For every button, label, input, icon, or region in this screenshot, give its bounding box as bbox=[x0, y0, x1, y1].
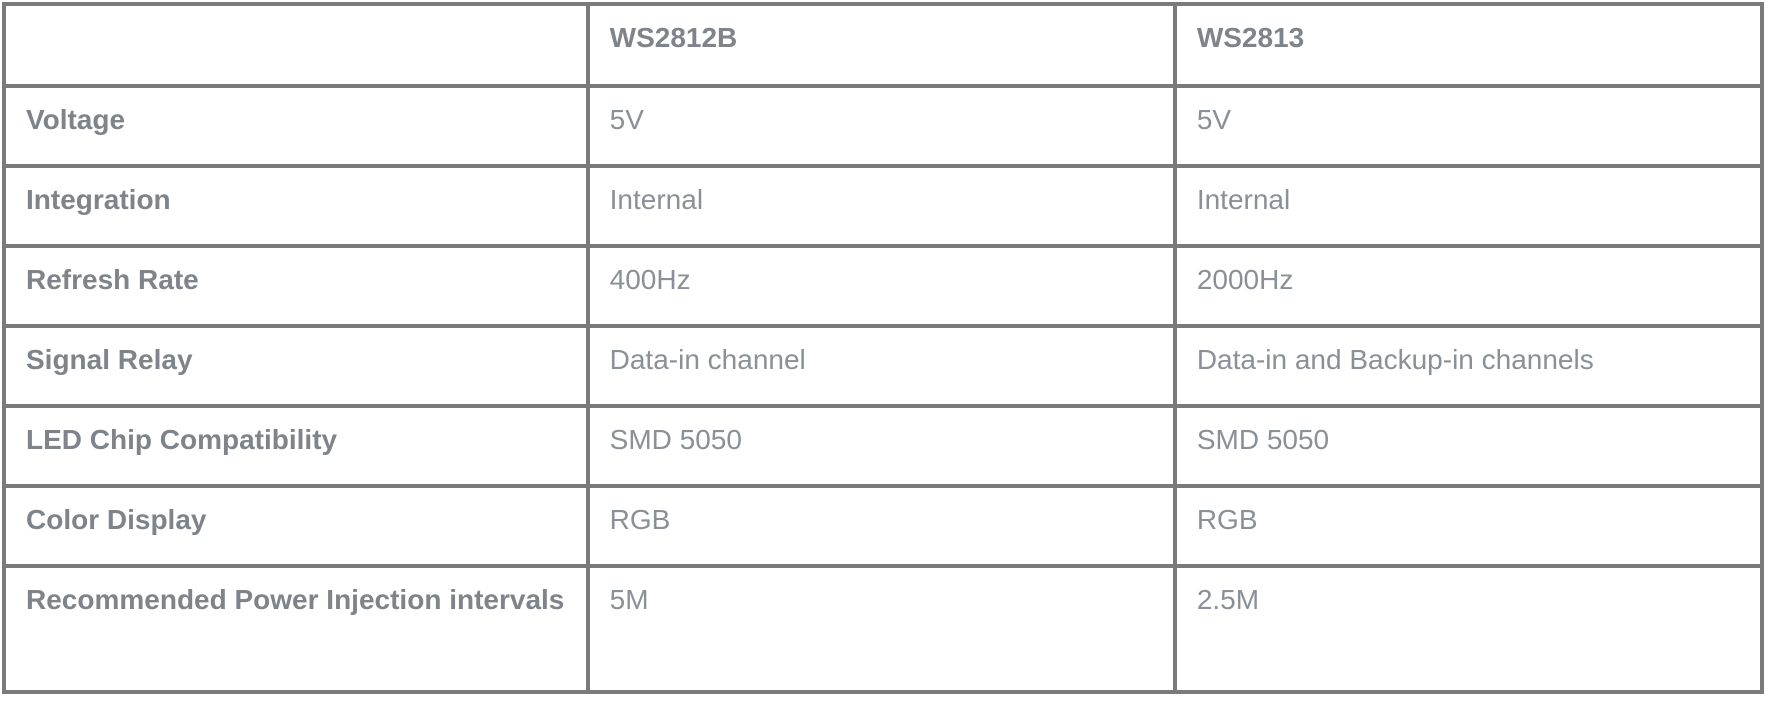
cell-signal-relay-ws2812b: Data-in channel bbox=[585, 324, 1177, 408]
header-cell-ws2812b: WS2812B bbox=[585, 2, 1177, 88]
row-label-led-chip-compatibility: LED Chip Compatibility bbox=[2, 404, 590, 488]
table-row-integration: Integration Internal Internal bbox=[2, 164, 1765, 248]
cell-integration-ws2812b: Internal bbox=[585, 164, 1177, 248]
table-row-signal-relay: Signal Relay Data-in channel Data-in and… bbox=[2, 324, 1765, 408]
cell-signal-relay-ws2813: Data-in and Backup-in channels bbox=[1172, 324, 1765, 408]
cell-color-display-ws2813: RGB bbox=[1172, 484, 1765, 568]
cell-power-injection-ws2813: 2.5M bbox=[1172, 564, 1765, 694]
table-row-led-chip-compatibility: LED Chip Compatibility SMD 5050 SMD 5050 bbox=[2, 404, 1765, 488]
row-label-color-display: Color Display bbox=[2, 484, 590, 568]
row-label-integration: Integration bbox=[2, 164, 590, 248]
cell-refresh-rate-ws2813: 2000Hz bbox=[1172, 244, 1765, 328]
table-row-power-injection: Recommended Power Injection intervals 5M… bbox=[2, 564, 1765, 694]
row-label-power-injection: Recommended Power Injection intervals bbox=[2, 564, 590, 694]
cell-integration-ws2813: Internal bbox=[1172, 164, 1765, 248]
comparison-table: WS2812B WS2813 Voltage 5V 5V Integration… bbox=[2, 2, 1765, 694]
cell-led-chip-ws2813: SMD 5050 bbox=[1172, 404, 1765, 488]
cell-voltage-ws2813: 5V bbox=[1172, 84, 1765, 168]
cell-color-display-ws2812b: RGB bbox=[585, 484, 1177, 568]
table-row-refresh-rate: Refresh Rate 400Hz 2000Hz bbox=[2, 244, 1765, 328]
page-content: WS2812B WS2813 Voltage 5V 5V Integration… bbox=[2, 2, 1765, 694]
row-label-voltage: Voltage bbox=[2, 84, 590, 168]
row-label-signal-relay: Signal Relay bbox=[2, 324, 590, 408]
header-cell-ws2813: WS2813 bbox=[1172, 2, 1765, 88]
table-row-color-display: Color Display RGB RGB bbox=[2, 484, 1765, 568]
header-cell-empty bbox=[2, 2, 590, 88]
cell-power-injection-ws2812b: 5M bbox=[585, 564, 1177, 694]
table-row-voltage: Voltage 5V 5V bbox=[2, 84, 1765, 168]
row-label-refresh-rate: Refresh Rate bbox=[2, 244, 590, 328]
table-header-row: WS2812B WS2813 bbox=[2, 2, 1765, 88]
cell-voltage-ws2812b: 5V bbox=[585, 84, 1177, 168]
cell-led-chip-ws2812b: SMD 5050 bbox=[585, 404, 1177, 488]
cell-refresh-rate-ws2812b: 400Hz bbox=[585, 244, 1177, 328]
